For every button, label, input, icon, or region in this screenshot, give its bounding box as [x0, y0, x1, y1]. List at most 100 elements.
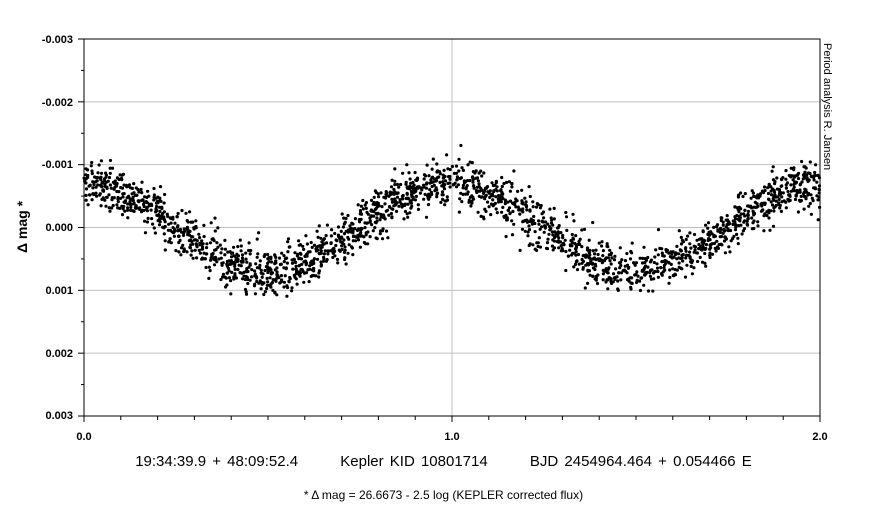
data-point: [640, 261, 645, 265]
data-point: [648, 260, 653, 264]
data-point: [505, 180, 509, 184]
data-point: [561, 236, 565, 240]
data-point: [648, 274, 653, 278]
data-point: [145, 220, 149, 224]
data-point: [245, 260, 249, 264]
data-point: [601, 272, 606, 276]
data-point: [294, 260, 298, 264]
data-point: [210, 252, 214, 256]
data-point: [471, 178, 475, 182]
data-point: [793, 197, 798, 202]
data-point: [337, 235, 341, 239]
data-point: [88, 193, 92, 197]
data-point: [619, 278, 623, 282]
data-point: [91, 192, 95, 196]
data-point: [502, 214, 506, 219]
data-point: [721, 220, 725, 224]
data-point: [298, 251, 302, 255]
caption-target: Kepler KID 10801714: [340, 453, 488, 470]
data-point: [244, 274, 248, 279]
data-point: [586, 281, 590, 285]
data-point: [257, 231, 261, 235]
data-point: [472, 186, 476, 190]
data-point: [801, 173, 806, 177]
data-point: [588, 261, 592, 266]
data-point: [112, 196, 116, 200]
data-point: [441, 193, 445, 197]
data-point: [312, 243, 317, 247]
data-point: [190, 235, 194, 239]
data-point: [229, 259, 233, 263]
data-point: [191, 256, 195, 260]
data-point: [406, 215, 410, 219]
data-point: [500, 191, 504, 195]
data-point: [507, 180, 511, 184]
data-point: [385, 191, 389, 195]
data-point: [393, 167, 397, 171]
data-point: [195, 245, 199, 249]
data-point: [525, 208, 529, 212]
data-point: [448, 174, 452, 179]
data-point: [586, 268, 590, 272]
data-point: [491, 198, 495, 202]
data-point: [516, 189, 520, 193]
data-point: [383, 202, 387, 206]
data-point: [286, 237, 291, 241]
data-point: [317, 251, 321, 256]
data-point: [279, 262, 283, 266]
data-point: [542, 216, 546, 220]
data-point: [564, 210, 568, 215]
data-point: [769, 200, 773, 204]
data-point: [219, 251, 223, 255]
data-point: [115, 203, 119, 207]
data-point: [638, 256, 642, 260]
data-point: [669, 250, 674, 255]
data-point: [623, 269, 628, 273]
data-point: [524, 205, 529, 209]
data-point: [762, 214, 766, 218]
data-point: [746, 209, 751, 213]
data-point: [501, 205, 505, 209]
data-point: [484, 193, 488, 197]
data-point: [681, 253, 685, 257]
data-point: [186, 231, 190, 235]
data-point: [601, 249, 606, 253]
data-point: [438, 180, 442, 184]
data-point: [435, 162, 439, 166]
data-point: [371, 209, 375, 213]
data-point: [214, 248, 218, 252]
data-point: [110, 206, 114, 210]
data-point: [558, 240, 563, 244]
data-point: [602, 259, 607, 263]
data-point: [716, 245, 720, 249]
data-point: [173, 221, 177, 225]
data-point: [457, 210, 461, 214]
data-point: [441, 197, 445, 201]
data-point: [127, 194, 131, 198]
data-point: [424, 215, 429, 219]
data-point: [817, 195, 821, 199]
data-point: [769, 193, 774, 197]
data-point: [756, 220, 760, 224]
data-point: [297, 264, 301, 268]
data-point: [435, 170, 439, 174]
data-point: [236, 254, 240, 258]
data-point: [163, 248, 167, 252]
data-point: [635, 278, 639, 282]
data-point: [750, 216, 754, 220]
data-point: [581, 267, 585, 271]
data-point: [704, 246, 708, 251]
data-point: [95, 194, 99, 198]
caption-line: 19:34:39.9 + 48:09:52.4 Kepler KID 10801…: [0, 453, 887, 470]
data-point: [770, 169, 774, 173]
data-point: [706, 221, 711, 225]
data-point: [181, 243, 185, 247]
data-point: [354, 239, 358, 243]
data-point: [633, 273, 637, 277]
data-point: [192, 226, 196, 230]
x-tick-label-0: 0.0: [76, 431, 91, 443]
data-point: [636, 274, 640, 278]
data-point: [817, 187, 821, 191]
data-point: [573, 241, 577, 246]
data-point: [205, 242, 209, 246]
